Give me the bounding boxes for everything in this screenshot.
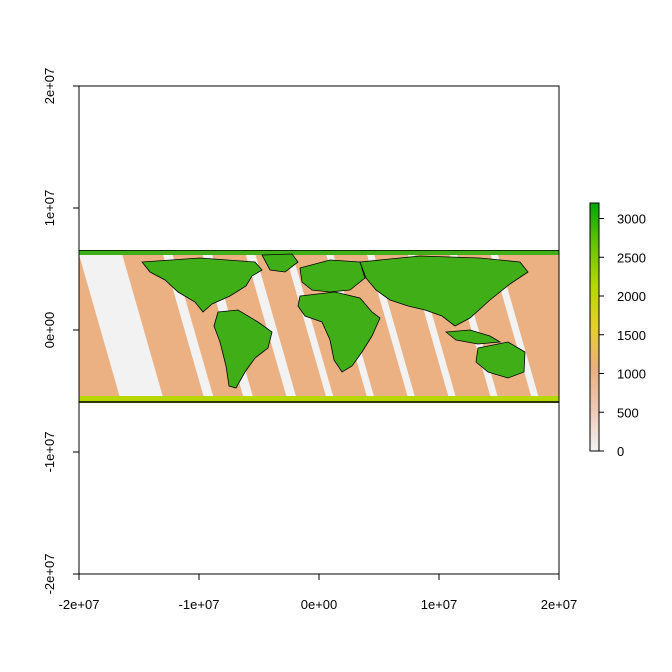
no-data-gap <box>285 253 336 403</box>
color-legend: 0 500 1000 1500 2000 2500 3000 <box>589 202 646 459</box>
no-data-gap <box>490 253 541 403</box>
country-borders <box>141 253 529 389</box>
legend-tick-label: 3000 <box>617 212 646 227</box>
x-axis: -2e+07 -1e+07 0e+00 1e+07 2e+07 <box>59 573 578 612</box>
y-tick-label: 0e+00 <box>42 312 57 349</box>
x-tick-label: 1e+07 <box>421 597 458 612</box>
europe-land <box>300 260 365 292</box>
x-tick-label: 0e+00 <box>301 597 338 612</box>
no-data-gap <box>79 253 165 403</box>
australia-land <box>476 342 525 378</box>
y-tick-label: -2e+07 <box>42 554 57 595</box>
legend-tick-label: 0 <box>617 444 624 459</box>
antarctica-land <box>79 396 559 403</box>
legend-tick-label: 1500 <box>617 328 646 343</box>
y-tick-label: 1e+07 <box>42 190 57 227</box>
africa-land <box>298 292 380 372</box>
x-tick-label: -2e+07 <box>59 597 100 612</box>
legend-tick-label: 1000 <box>617 367 646 382</box>
x-tick-label: -1e+07 <box>179 597 220 612</box>
no-data-gap <box>245 253 298 403</box>
x-tick-label: 2e+07 <box>541 597 578 612</box>
north-america-land <box>142 258 262 312</box>
land-masses <box>79 250 559 403</box>
greenland-land <box>262 254 298 272</box>
y-axis: -2e+07 -1e+07 0e+00 1e+07 2e+07 <box>42 68 80 595</box>
y-tick-label: 2e+07 <box>42 68 57 105</box>
no-data-gap <box>162 253 216 403</box>
south-america-land <box>214 310 272 388</box>
y-tick-label: -1e+07 <box>42 432 57 473</box>
legend-colorbar <box>589 202 600 452</box>
legend-tick-label: 500 <box>617 405 639 420</box>
legend-tick-label: 2000 <box>617 289 646 304</box>
arctic-band <box>79 250 559 255</box>
raster-layer <box>79 250 559 403</box>
legend-tick-label: 2500 <box>617 250 646 265</box>
legend-ticks: 0 500 1000 1500 2000 2500 3000 <box>599 212 646 459</box>
asia-land <box>360 256 528 326</box>
